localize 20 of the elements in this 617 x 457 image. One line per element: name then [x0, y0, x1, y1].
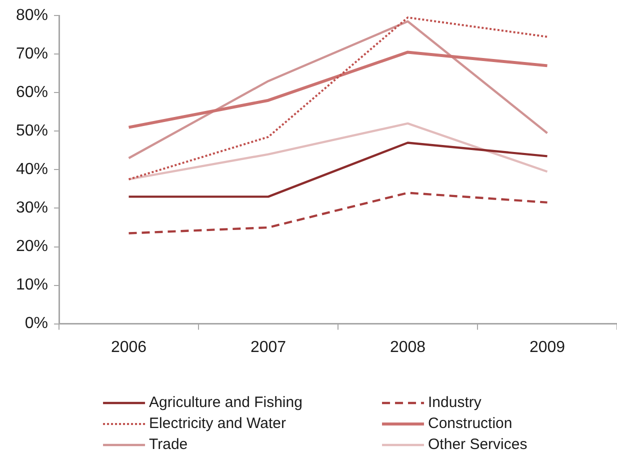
y-tick-label: 10% — [16, 276, 48, 294]
y-tick-label: 80% — [16, 7, 48, 24]
legend-label: Agriculture and Fishing — [149, 394, 302, 412]
y-tick-label: 70% — [16, 46, 48, 63]
y-tick-label: 60% — [16, 84, 48, 102]
legend-label: Other Services — [428, 436, 528, 454]
line-series — [128, 192, 548, 234]
x-tick-label: 2009 — [529, 338, 566, 356]
legend-label: Construction — [428, 415, 512, 432]
legend-label: Industry — [428, 394, 482, 412]
x-tick-label: 2007 — [250, 338, 286, 356]
x-tick-label: 2008 — [390, 338, 426, 356]
y-tick-label: 20% — [16, 238, 48, 256]
legend-label: Trade — [149, 436, 188, 454]
y-tick-label: 50% — [16, 122, 48, 140]
y-tick-label: 0% — [24, 315, 48, 332]
x-tick-label: 2006 — [110, 338, 147, 356]
y-tick-label: 30% — [16, 200, 48, 217]
legend-label: Electricity and Water — [149, 415, 286, 432]
y-tick-label: 40% — [16, 161, 48, 178]
